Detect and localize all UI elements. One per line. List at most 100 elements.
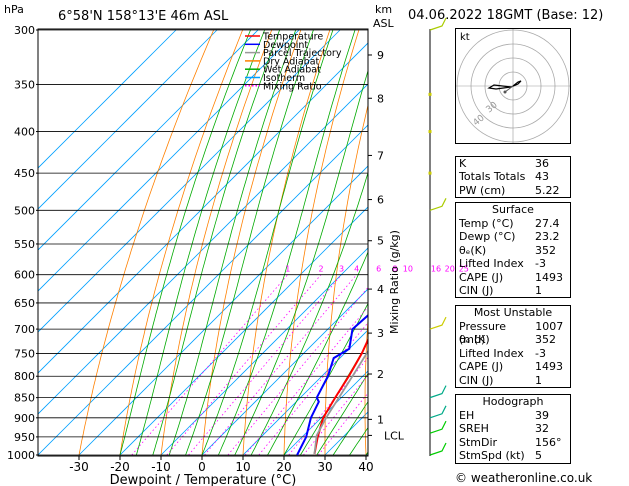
row-label: StmDir (459, 435, 498, 449)
table-row: θₑ (K) 352 (456, 333, 570, 346)
row-label: CAPE (J) (459, 270, 504, 284)
row-label: CAPE (J) (459, 360, 504, 374)
isotherm-line (38, 29, 341, 333)
row-label: StmSpd (kt) (459, 449, 525, 463)
pressure-tick-label: 650 (14, 297, 35, 310)
legend-label: Parcel Trajectory (263, 48, 342, 59)
mixing-ratio-axis-label: Mixing Ratio (g/kg) (388, 230, 401, 334)
km-tick-label: 4 (377, 283, 384, 296)
row-label: Lifted Index (459, 257, 524, 271)
dry-adiabat-line (78, 29, 214, 456)
table-row: Dewp (°C) 23.2 (456, 230, 570, 243)
table-row: SREH 32 (456, 422, 570, 435)
mixing-ratio-label: 4 (354, 265, 359, 274)
mixing-ratio-label: 20 (445, 265, 455, 274)
km-tick-label: 7 (377, 149, 384, 162)
row-value: 156° (535, 435, 562, 449)
row-label: EH (459, 409, 475, 422)
pressure-tick-label: 850 (14, 392, 35, 405)
row-value: 1493 (535, 360, 563, 374)
dry-adiabat-line (201, 29, 302, 456)
isotherm-line (78, 165, 368, 456)
pressure-tick-label: 450 (14, 167, 35, 180)
row-value: -3 (535, 346, 546, 360)
row-label: Totals Totals (459, 170, 526, 184)
row-value: 352 (535, 243, 556, 257)
temperature-tick-label: 20 (276, 460, 291, 474)
hpa-unit: hPa (4, 3, 24, 16)
wet-adiabat-line (316, 372, 368, 456)
background-lines (38, 29, 629, 456)
mixing-ratio-label: 16 (431, 265, 441, 274)
pressure-tick-label: 900 (14, 412, 35, 425)
pressure-tick-label: 950 (14, 431, 35, 444)
temperature-tick-label: 30 (317, 460, 332, 474)
wet-adiabat-line (152, 29, 280, 456)
temperature-tick-label: 40 (358, 460, 373, 474)
row-value: 1007 (535, 320, 564, 333)
table-row: Lifted Index -3 (456, 257, 570, 270)
table-row: CAPE (J) 1493 (456, 271, 570, 284)
isotherm-line (38, 29, 218, 210)
pressure-tick-label: 600 (14, 269, 35, 282)
panel-title: 04.06.2022 18GMT (Base: 12) (408, 8, 604, 23)
pressure-tick-label: 750 (14, 347, 35, 360)
mixing-ratio-label: 25 (459, 265, 469, 274)
row-label: CIN (J) (459, 283, 494, 297)
isotherm-line (38, 29, 259, 251)
table-row: StmSpd (kt) 5 (456, 449, 570, 462)
lcl-label: LCL (384, 429, 405, 442)
pressure-tick-label: 550 (14, 238, 35, 251)
hodograph-table: Hodograph EH 39 SREH 32 StmDir 156° StmSpd … (455, 394, 571, 464)
row-value: 1 (535, 373, 542, 387)
isotherm-line (38, 29, 177, 169)
mixing-ratio-label: 8 (392, 265, 397, 274)
wind-barb (429, 17, 447, 31)
row-value: 5 (535, 449, 542, 463)
wind-barb (429, 198, 447, 211)
isotherm-line (201, 288, 368, 456)
dry-adiabat-line (581, 30, 612, 455)
isotherm-line (38, 83, 368, 415)
wind-barb (429, 316, 447, 330)
table-row: StmDir 156° (456, 436, 570, 449)
temperature-tick-label: 0 (198, 460, 206, 474)
table-row: CIN (J) 1 (456, 374, 570, 387)
hodo-unit-label: kt (460, 32, 470, 43)
row-label: Pressure (mb) (459, 320, 506, 347)
wind-barb (429, 405, 447, 419)
hodograph: kt 30 40 (455, 28, 571, 144)
table-row: K 36 (456, 157, 570, 170)
mixing-ratio-label: 3 (339, 265, 344, 274)
series-line (296, 314, 368, 456)
row-label: SREH (459, 422, 489, 436)
axes: 3003504004505005506006507007508008509009… (7, 24, 469, 474)
km-tick-label: 5 (377, 235, 384, 248)
hodo-trace (487, 80, 522, 90)
wind-barb (429, 385, 447, 399)
storm-motion-vector (504, 85, 514, 93)
table-row: Temp (°C) 27.4 (456, 217, 570, 230)
pressure-tick-label: 300 (14, 24, 35, 37)
legend-label: Mixing Ratio (263, 81, 322, 92)
mixing-ratio-label: 2 (318, 265, 323, 274)
table-row: Lifted Index -3 (456, 347, 570, 360)
temperature-tick-label: -20 (110, 460, 130, 474)
temperature-tick-label: -10 (151, 460, 171, 474)
indices-table: K 36 Totals Totals 43 PW (cm) 5.22 (455, 156, 571, 199)
row-label: Lifted Index (459, 346, 524, 360)
isotherm-line (242, 329, 368, 456)
row-label: PW (cm) (459, 183, 506, 197)
legend-label: Dry Adiabat (263, 56, 320, 67)
most-unstable-title: Most Unstable (473, 306, 553, 319)
row-label: Dewp (°C) (459, 230, 516, 244)
dry-adiabat-line (614, 30, 629, 455)
surface-title: Surface (492, 203, 534, 216)
wind-marker (428, 92, 432, 96)
series-line (313, 349, 368, 456)
wind-marker (428, 171, 432, 175)
table-row: PW (cm) 5.22 (456, 184, 570, 197)
pressure-tick-label: 500 (14, 204, 35, 217)
